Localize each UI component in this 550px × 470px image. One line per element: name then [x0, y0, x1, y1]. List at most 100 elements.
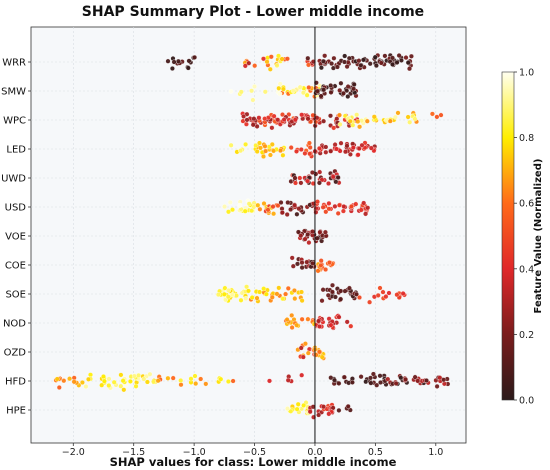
shap-point-wpc: [434, 114, 440, 120]
shap-point-soe: [230, 292, 235, 298]
shap-point-coe: [289, 255, 295, 261]
feature-label-wrr: WRR: [2, 58, 26, 69]
shap-point-usd: [326, 200, 332, 206]
shap-point-uwd: [309, 170, 315, 175]
shap-point-voe: [302, 236, 308, 242]
shap-point-led: [271, 148, 277, 154]
shap-point-hfd: [328, 375, 334, 381]
shap-point-wrr: [261, 56, 266, 62]
shap-point-smw: [306, 85, 312, 90]
shap-point-hfd: [385, 376, 391, 382]
shap-point-voe: [295, 229, 301, 235]
shap-point-wpc: [305, 116, 311, 122]
shap-point-soe: [299, 298, 305, 304]
shap-point-usd: [365, 205, 371, 211]
x-tick-label: −2.0: [62, 447, 85, 458]
shap-point-hfd: [86, 376, 91, 382]
shap-point-usd: [278, 200, 284, 205]
shap-point-smw: [351, 86, 357, 92]
shap-point-usd: [313, 209, 319, 215]
shap-point-led: [355, 152, 361, 158]
shap-point-led: [307, 151, 313, 157]
shap-point-smw: [277, 81, 283, 87]
feature-label-ozd: OZD: [4, 348, 27, 359]
shap-point-wpc: [250, 122, 256, 128]
shap-point-wpc: [281, 117, 287, 123]
shap-point-usd: [279, 210, 285, 216]
shap-point-hfd: [88, 372, 93, 378]
colorbar-ticks: 0.0 0.2 0.4 0.6 0.8 1.0: [514, 68, 534, 407]
shap-point-led: [288, 145, 294, 151]
shap-point-voe: [322, 229, 328, 235]
shap-point-wrr: [274, 63, 280, 68]
shap-point-led: [243, 141, 249, 147]
shap-point-voe: [306, 240, 312, 246]
shap-point-hfd: [178, 378, 184, 383]
shap-point-ozd: [298, 345, 304, 351]
shap-point-soe: [338, 296, 344, 302]
shap-point-hfd: [118, 372, 124, 378]
shap-point-wrr: [405, 60, 411, 66]
shap-point-hfd: [198, 376, 204, 382]
shap-point-hfd: [378, 380, 383, 385]
shap-point-soe: [225, 294, 231, 300]
shap-point-hfd: [133, 383, 139, 389]
shap-point-led: [262, 143, 268, 149]
shap-point-usd: [353, 201, 359, 207]
shap-point-soe: [283, 291, 289, 297]
colorbar-tick-label: 0.8: [519, 133, 534, 144]
shap-point-hfd: [61, 378, 67, 384]
shap-point-wrr: [407, 66, 412, 72]
shap-point-hfd: [118, 383, 124, 389]
shap-point-uwd: [292, 175, 298, 181]
shap-point-wrr: [342, 59, 347, 65]
shap-point-led: [368, 145, 374, 151]
shap-point-nod: [294, 322, 300, 328]
shap-point-nod: [289, 325, 295, 330]
shap-point-smw: [318, 93, 324, 99]
shap-point-wpc: [354, 112, 360, 118]
shap-point-wpc: [331, 125, 337, 131]
shap-point-soe: [338, 288, 344, 294]
shap-point-wrr: [373, 63, 379, 69]
shap-point-usd: [349, 203, 354, 209]
shap-point-hfd: [441, 381, 447, 387]
shap-point-wpc: [280, 112, 285, 118]
shap-point-soe: [226, 287, 231, 293]
colorbar-tick-label: 0.2: [519, 330, 534, 341]
shap-point-soe: [319, 298, 325, 304]
shap-point-smw: [250, 97, 256, 103]
shap-point-hfd: [79, 380, 85, 385]
shap-point-hfd: [332, 377, 337, 383]
shap-point-wpc: [412, 116, 418, 122]
shap-point-uwd: [335, 174, 341, 180]
shap-point-wrr: [358, 62, 364, 68]
shap-point-hfd: [441, 377, 447, 383]
x-axis-label: SHAP values for class: Lower middle inco…: [110, 455, 397, 469]
shap-point-smw: [249, 88, 255, 94]
shap-point-wrr: [267, 66, 273, 72]
shap-point-wrr: [165, 58, 171, 64]
shap-point-hfd: [403, 376, 409, 382]
shap-point-led: [359, 142, 365, 148]
shap-point-hfd: [127, 378, 133, 384]
shap-point-led: [238, 148, 243, 154]
shap-point-wpc: [328, 113, 333, 119]
shap-point-voe: [314, 235, 320, 241]
shap-point-smw: [297, 84, 303, 90]
x-tick-label: 0.0: [307, 447, 322, 458]
shap-point-led: [294, 148, 299, 154]
shap-point-hfd: [299, 372, 305, 378]
shap-point-coe: [290, 263, 296, 269]
shap-point-coe: [315, 268, 321, 274]
shap-point-wpc: [392, 114, 398, 120]
shap-point-wrr: [284, 56, 290, 62]
shap-point-smw: [337, 87, 343, 93]
shap-point-soe: [257, 289, 263, 295]
x-tick-label: 0.5: [368, 447, 383, 458]
shap-point-led: [316, 145, 322, 151]
shap-point-wpc: [269, 125, 275, 131]
shap-point-wrr: [192, 54, 198, 60]
shap-point-hfd: [120, 378, 126, 384]
